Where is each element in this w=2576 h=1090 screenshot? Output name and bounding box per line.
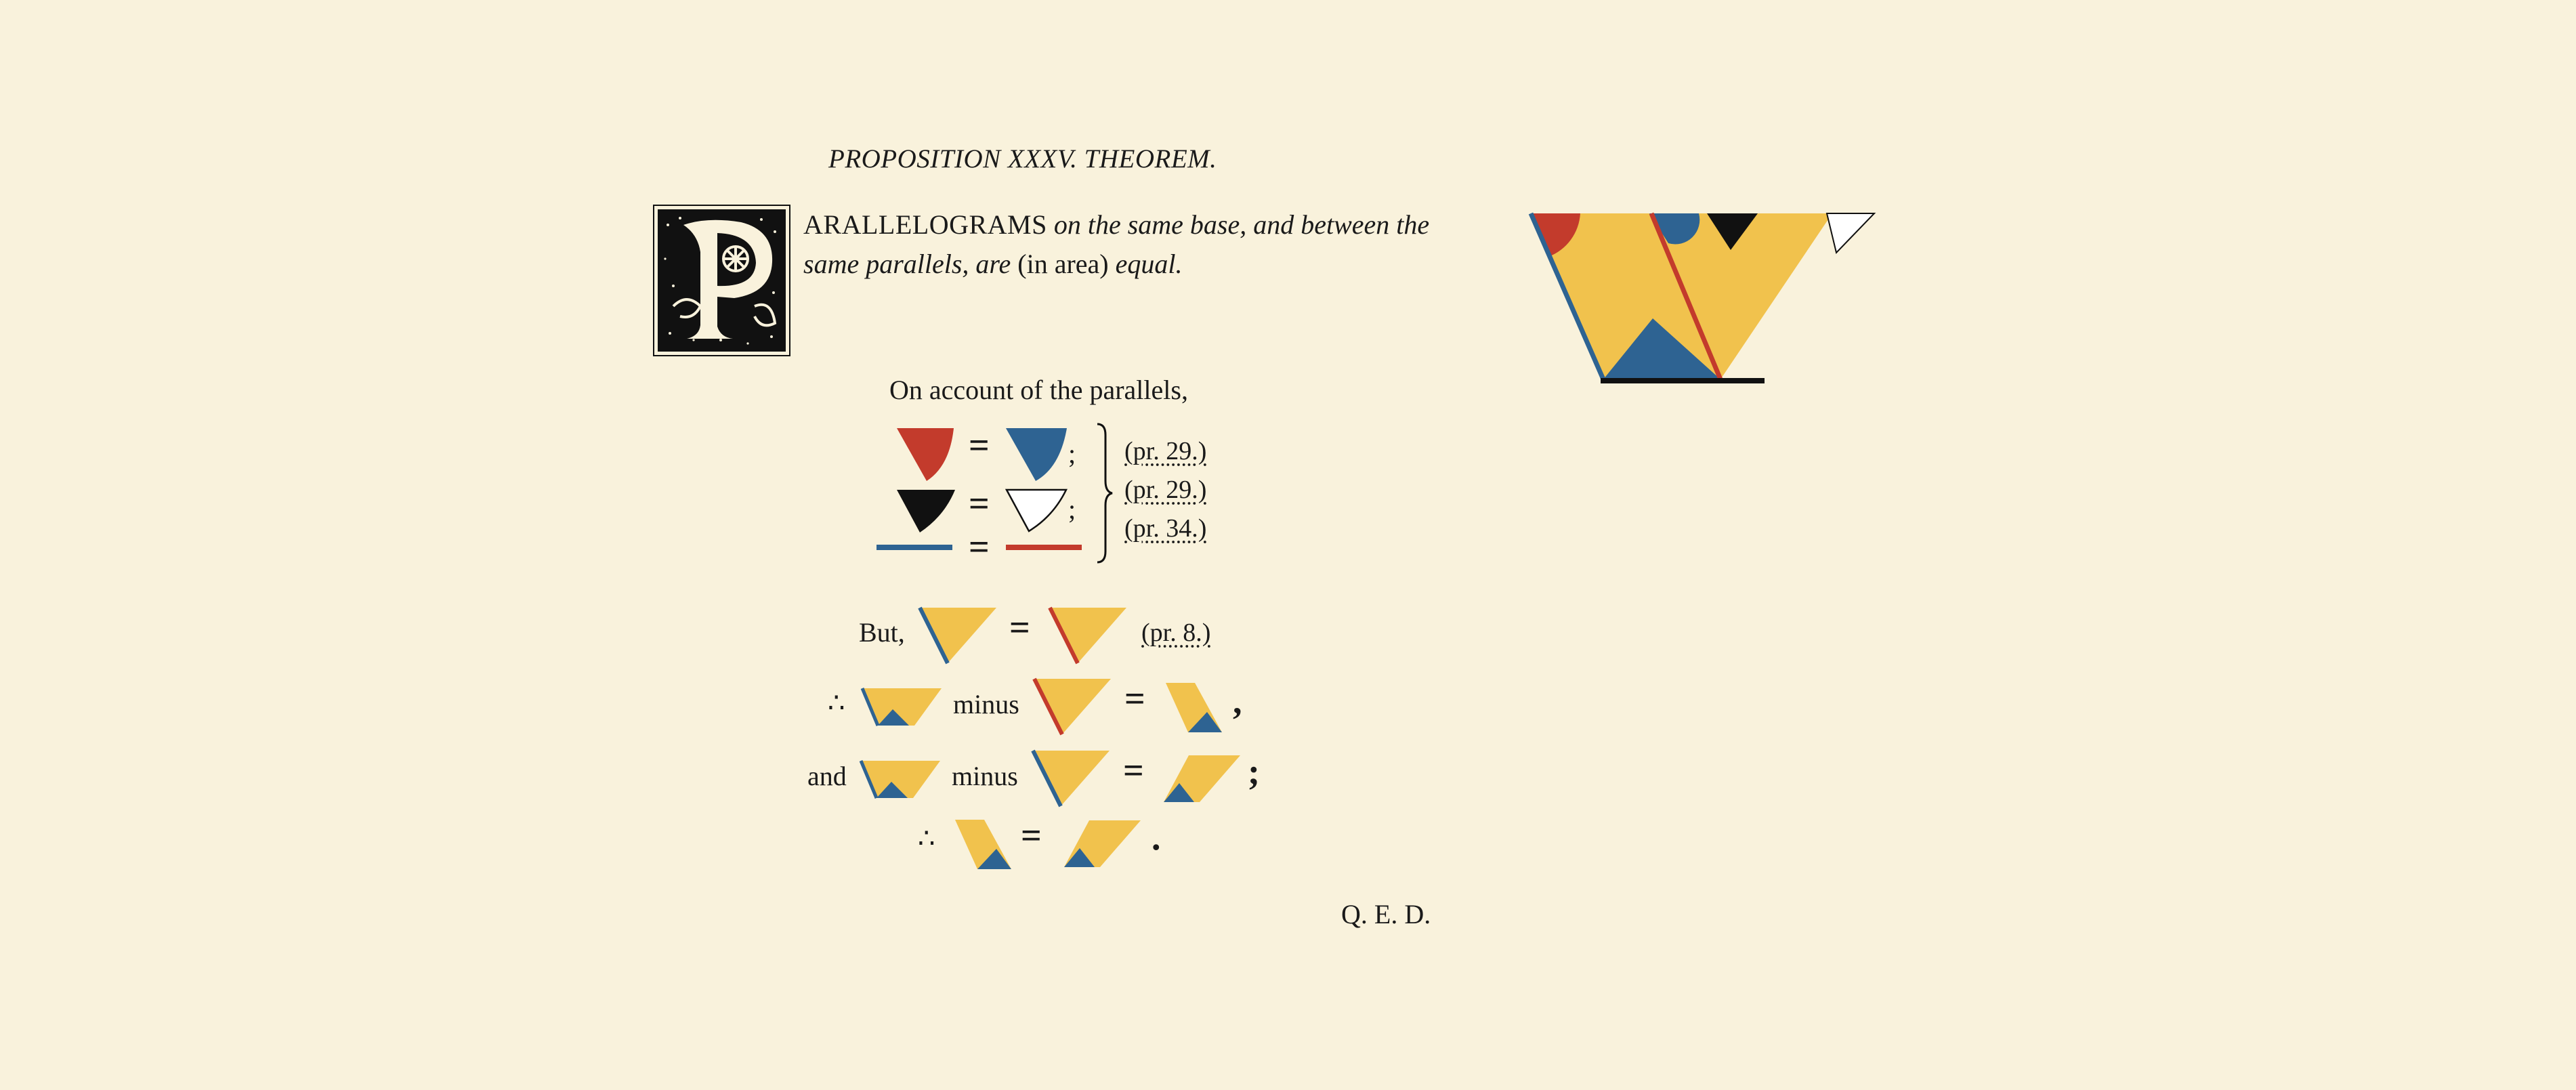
parallelogram-blue-triangle-glyph bbox=[1064, 820, 1141, 867]
statement-cap-word: ARALLELOGRAMS bbox=[803, 209, 1047, 240]
and-label: and bbox=[807, 761, 847, 791]
proposition-statement-line1: ARALLELOGRAMS on the same base, and betw… bbox=[803, 209, 1429, 240]
quad-blue-triangle-glyph bbox=[1166, 683, 1222, 732]
but-label: But, bbox=[859, 617, 905, 648]
figure-blue-triangle bbox=[1603, 318, 1720, 379]
blue-line-glyph bbox=[877, 545, 952, 550]
qed-label: Q. E. D. bbox=[1341, 899, 1431, 929]
triangle-blue-side-glyph bbox=[918, 606, 996, 665]
triangle-red-side-glyph bbox=[1032, 677, 1111, 736]
dropcap-p-ornament bbox=[653, 205, 790, 356]
black-angle-glyph bbox=[897, 490, 955, 532]
proof-intro: On account of the parallels, bbox=[889, 375, 1188, 405]
trapezium-blue-side-glyph bbox=[859, 760, 940, 799]
statement-text-c: equal. bbox=[1108, 249, 1183, 279]
statement-text-a: same parallels, are bbox=[803, 249, 1018, 279]
equals-sign: = bbox=[969, 526, 990, 567]
equals-sign: = bbox=[969, 425, 990, 465]
brace-glyph bbox=[1097, 423, 1113, 564]
triangle-red-side-glyph bbox=[1048, 606, 1126, 665]
reference-label: (pr. 29.) bbox=[1124, 476, 1207, 504]
reference-label: (pr. 29.) bbox=[1124, 437, 1207, 465]
reference-label: (pr. 8.) bbox=[1141, 619, 1211, 647]
white-angle-glyph bbox=[1005, 488, 1068, 532]
red-angle-glyph bbox=[897, 428, 954, 481]
blue-angle-glyph bbox=[1006, 428, 1067, 481]
equals-sign: = bbox=[1124, 678, 1145, 719]
minus-label: minus bbox=[952, 761, 1018, 791]
parallelogram-blue-triangle-glyph bbox=[1164, 755, 1240, 802]
main-figure bbox=[1528, 212, 1876, 383]
figure-red-side bbox=[1649, 212, 1723, 381]
equals-sign: = bbox=[1009, 607, 1030, 648]
trapezium-blue-side-glyph bbox=[860, 688, 942, 726]
equals-sign: = bbox=[1123, 750, 1144, 791]
comma: , bbox=[1233, 681, 1242, 721]
statement-text: on the same base, and between the bbox=[1053, 209, 1430, 240]
figure-white-angle bbox=[1825, 213, 1876, 255]
reference-label: (pr. 34.) bbox=[1124, 514, 1207, 543]
period: . bbox=[1152, 817, 1161, 858]
figure-blue-angle bbox=[1649, 213, 1700, 245]
proposition-statement-line2: same parallels, are (in area) equal. bbox=[803, 248, 1183, 280]
figure-red-angle bbox=[1531, 213, 1580, 257]
figure-blue-side bbox=[1528, 212, 1606, 381]
quad-blue-triangle-glyph bbox=[955, 820, 1011, 869]
semicolon: ; bbox=[1068, 494, 1076, 524]
therefore-symbol: ∴ bbox=[828, 688, 845, 718]
semicolon: ; bbox=[1248, 751, 1260, 792]
triangle-blue-side-glyph bbox=[1031, 749, 1110, 808]
therefore-symbol: ∴ bbox=[918, 823, 935, 854]
figure-yellow-area bbox=[1531, 213, 1832, 379]
equals-sign: = bbox=[1021, 815, 1042, 856]
minus-label: minus bbox=[953, 689, 1019, 719]
figure-black-angle bbox=[1707, 213, 1758, 250]
semicolon: ; bbox=[1068, 438, 1076, 469]
red-line-glyph bbox=[1006, 545, 1082, 550]
proposition-title: PROPOSITION XXXV. THEOREM. bbox=[828, 144, 1217, 173]
equals-sign: = bbox=[969, 483, 990, 524]
statement-text-b: (in area) bbox=[1017, 249, 1109, 279]
